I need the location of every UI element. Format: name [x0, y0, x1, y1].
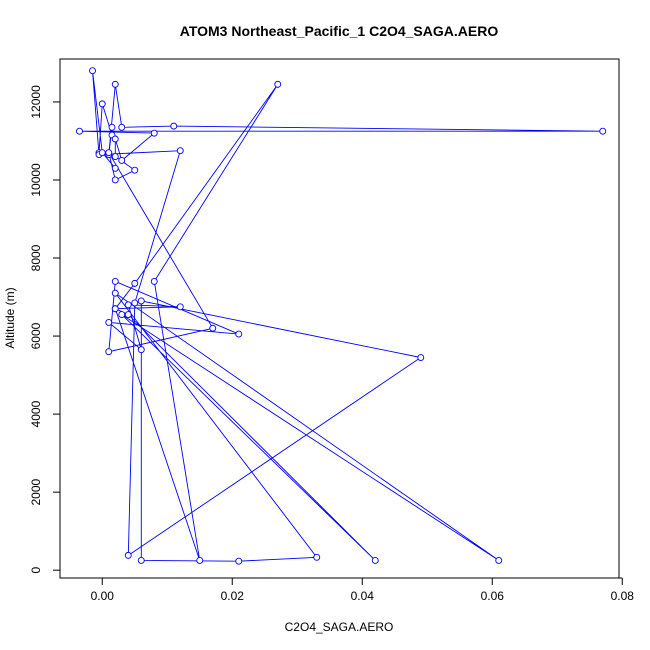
data-point	[313, 553, 321, 561]
data-point	[131, 166, 139, 174]
plot-frame	[59, 58, 620, 579]
series-layer	[76, 67, 607, 565]
data-point	[108, 123, 116, 131]
data-point	[131, 279, 139, 287]
x-tick-label: 0.04	[351, 589, 375, 603]
data-point	[124, 301, 132, 309]
y-tick-label: 2000	[29, 478, 43, 505]
data-point	[417, 354, 425, 361]
data-point	[118, 123, 126, 131]
data-point	[76, 127, 83, 135]
data-point	[111, 164, 119, 172]
data-point	[176, 147, 184, 155]
data-point	[137, 297, 145, 305]
data-point	[111, 135, 119, 143]
data-point	[371, 556, 379, 564]
y-tick-label: 8000	[29, 244, 43, 271]
data-point	[105, 348, 113, 356]
data-point	[235, 557, 243, 565]
y-axis: 0 2000 4000 6000 8000 10000 12000	[29, 85, 61, 574]
data-point	[89, 67, 96, 75]
data-point	[111, 289, 119, 297]
data-point	[170, 122, 178, 130]
y-tick-label: 6000	[29, 322, 43, 349]
data-point	[111, 277, 119, 285]
x-tick-label: 0.00	[91, 589, 115, 603]
x-tick-label: 0.08	[611, 589, 635, 603]
data-point	[235, 330, 243, 338]
y-axis-label: Altitude (m)	[3, 287, 17, 348]
data-point	[196, 556, 204, 564]
data-point	[599, 127, 607, 135]
data-point	[495, 556, 503, 564]
data-point	[137, 556, 145, 564]
data-point	[118, 157, 126, 164]
data-point	[137, 346, 145, 354]
y-tick-label: 0	[29, 567, 43, 574]
data-point	[111, 176, 119, 184]
data-point	[150, 277, 158, 285]
x-tick-label: 0.02	[221, 589, 245, 603]
data-point	[209, 324, 217, 332]
chart-title: ATOM3 Northeast_Pacific_1 C2O4_SAGA.AERO	[180, 23, 499, 39]
series-line	[79, 70, 603, 562]
y-tick-label: 12000	[29, 85, 43, 119]
x-axis: 0.00 0.02 0.04 0.06 0.08	[91, 577, 635, 603]
data-point	[98, 149, 106, 157]
data-point	[124, 551, 132, 559]
data-point	[176, 303, 184, 311]
y-tick-label: 10000	[29, 163, 43, 197]
data-point	[98, 100, 106, 108]
x-tick-label: 0.06	[481, 589, 505, 603]
data-point	[150, 129, 158, 137]
data-point	[111, 80, 119, 88]
data-point	[105, 149, 113, 157]
x-axis-label: C2O4_SAGA.AERO	[285, 620, 394, 634]
data-point	[274, 80, 282, 88]
data-point	[105, 318, 113, 326]
data-point	[124, 311, 132, 319]
data-point	[111, 153, 119, 161]
data-point	[111, 305, 119, 313]
y-tick-label: 4000	[29, 400, 43, 427]
data-point	[131, 299, 139, 307]
data-point	[118, 311, 126, 319]
